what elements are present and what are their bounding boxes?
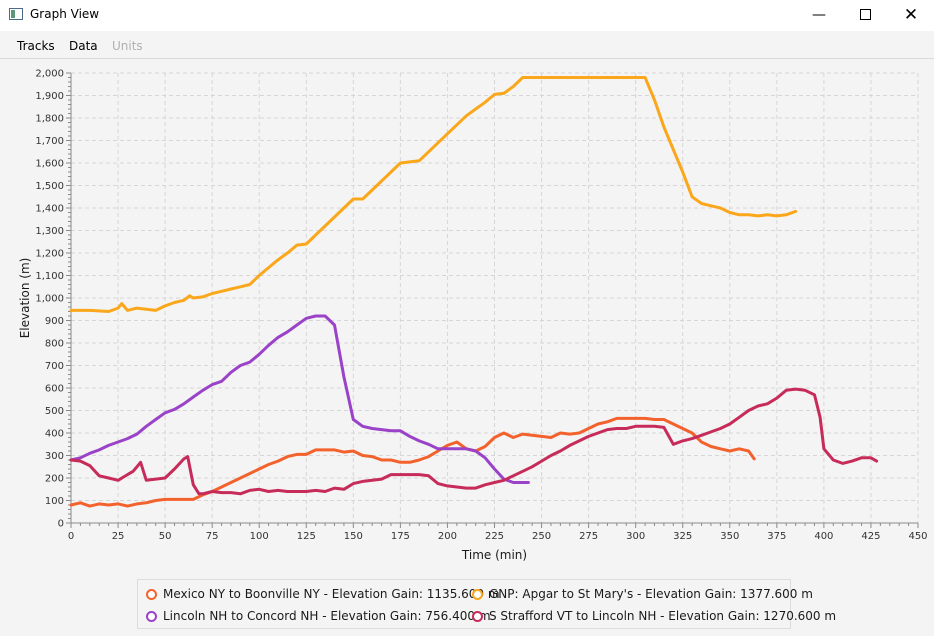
y-axis-label: Elevation (m) bbox=[18, 258, 32, 339]
legend-marker-lincoln bbox=[146, 611, 157, 622]
legend-label-gnp: GNP: Apgar to St Mary's - Elevation Gain… bbox=[489, 587, 813, 601]
legend-item-gnp: GNP: Apgar to St Mary's - Elevation Gain… bbox=[472, 587, 813, 601]
x-tick-label: 0 bbox=[68, 531, 74, 542]
y-tick-label: 1,500 bbox=[35, 181, 64, 192]
y-tick-label: 0 bbox=[58, 519, 64, 530]
x-tick-label: 425 bbox=[861, 531, 880, 542]
y-tick-label: 1,900 bbox=[35, 91, 64, 102]
legend-marker-strafford bbox=[472, 611, 483, 622]
legend-marker-gnp bbox=[472, 589, 483, 600]
maximize-icon[interactable] bbox=[842, 0, 888, 31]
x-tick-label: 50 bbox=[159, 531, 172, 542]
menu-tracks[interactable]: Tracks bbox=[17, 39, 55, 53]
x-tick-label: 100 bbox=[250, 531, 269, 542]
series-line-lincoln bbox=[69, 314, 530, 484]
legend-label-strafford: S Strafford VT to Lincoln NH - Elevation… bbox=[489, 609, 837, 623]
y-tick-label: 1,200 bbox=[35, 249, 64, 260]
y-tick-label: 1,300 bbox=[35, 226, 64, 237]
y-tick-label: 100 bbox=[45, 496, 64, 507]
series-line-strafford bbox=[69, 387, 879, 496]
app-window-icon bbox=[9, 8, 23, 20]
window-title: Graph View bbox=[30, 7, 100, 21]
y-tick-label: 900 bbox=[45, 316, 64, 327]
menu-bar: Tracks Data Units bbox=[0, 32, 934, 59]
title-bar: Graph View — ✕ bbox=[0, 0, 934, 31]
y-tick-label: 700 bbox=[45, 361, 64, 372]
series-line-mexico bbox=[69, 416, 756, 508]
y-tick-label: 600 bbox=[45, 384, 64, 395]
y-tick-label: 1,000 bbox=[35, 294, 64, 305]
x-tick-label: 125 bbox=[297, 531, 316, 542]
x-tick-label: 75 bbox=[206, 531, 219, 542]
x-tick-label: 350 bbox=[720, 531, 739, 542]
legend-item-strafford: S Strafford VT to Lincoln NH - Elevation… bbox=[472, 609, 836, 623]
x-tick-label: 450 bbox=[908, 531, 927, 542]
menu-units: Units bbox=[112, 39, 143, 53]
x-axis-label: Time (min) bbox=[461, 548, 527, 562]
x-tick-label: 325 bbox=[673, 531, 692, 542]
chart-legend: Mexico NY to Boonville NY - Elevation Ga… bbox=[137, 579, 836, 629]
menu-data[interactable]: Data bbox=[69, 39, 98, 53]
y-tick-label: 800 bbox=[45, 339, 64, 350]
y-tick-label: 1,800 bbox=[35, 114, 64, 125]
legend-item-mexico: Mexico NY to Boonville NY - Elevation Ga… bbox=[146, 587, 500, 601]
close-icon[interactable]: ✕ bbox=[903, 5, 919, 25]
legend-item-lincoln: Lincoln NH to Concord NH - Elevation Gai… bbox=[146, 609, 491, 623]
x-tick-label: 300 bbox=[626, 531, 645, 542]
x-tick-label: 375 bbox=[767, 531, 786, 542]
legend-label-mexico: Mexico NY to Boonville NY - Elevation Ga… bbox=[163, 587, 500, 601]
x-tick-label: 25 bbox=[112, 531, 125, 542]
x-tick-label: 175 bbox=[391, 531, 410, 542]
x-tick-label: 275 bbox=[579, 531, 598, 542]
y-tick-label: 500 bbox=[45, 406, 64, 417]
y-tick-label: 1,700 bbox=[35, 136, 64, 147]
x-tick-label: 150 bbox=[344, 531, 363, 542]
legend-marker-mexico bbox=[146, 589, 157, 600]
elevation-chart: 0 25 50 75 100 125 150 175 200 225 250 275 300 325 350… bbox=[18, 69, 928, 563]
legend-label-lincoln: Lincoln NH to Concord NH - Elevation Gai… bbox=[163, 609, 491, 623]
x-tick-label: 200 bbox=[438, 531, 457, 542]
y-tick-label: 200 bbox=[45, 474, 64, 485]
y-tick-label: 1,600 bbox=[35, 159, 64, 170]
x-tick-label: 225 bbox=[485, 531, 504, 542]
series-line-gnp bbox=[69, 76, 798, 313]
y-tick-label: 1,400 bbox=[35, 204, 64, 215]
x-tick-label: 250 bbox=[532, 531, 551, 542]
y-tick-label: 400 bbox=[45, 429, 64, 440]
y-tick-label: 2,000 bbox=[35, 69, 64, 80]
y-tick-label: 1,100 bbox=[35, 271, 64, 282]
minimize-icon[interactable]: — bbox=[812, 7, 826, 23]
y-tick-label: 300 bbox=[45, 451, 64, 462]
x-tick-label: 400 bbox=[814, 531, 833, 542]
